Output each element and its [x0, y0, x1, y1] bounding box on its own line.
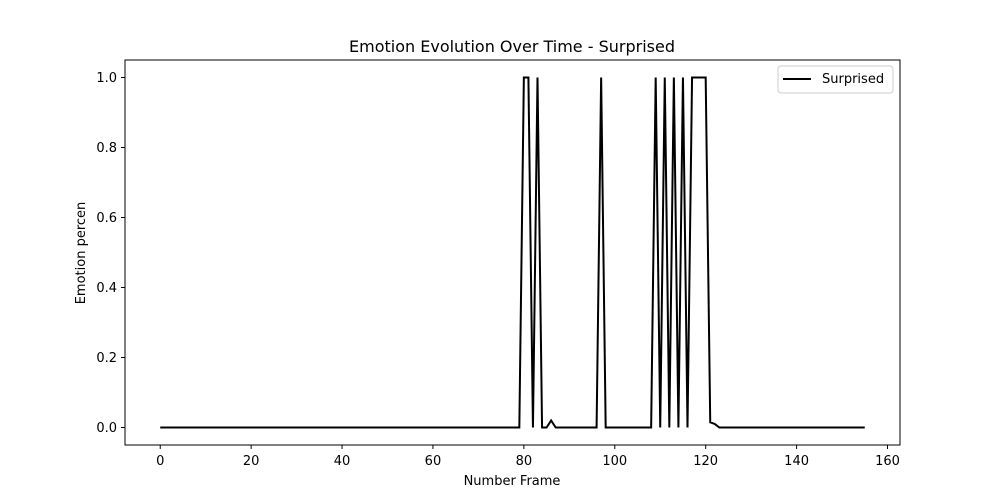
- series-layer: [160, 76, 865, 429]
- x-tick-label: 80: [516, 454, 533, 469]
- y-tick-label: 0.6: [96, 211, 117, 226]
- x-tick-label: 140: [784, 454, 809, 469]
- y-tick-label: 0.0: [96, 421, 117, 436]
- y-tick-label: 0.2: [96, 351, 117, 366]
- x-tick-label: 40: [334, 454, 351, 469]
- legend-label-surprised: Surprised: [822, 72, 884, 87]
- x-tick-label: 0: [156, 454, 164, 469]
- y-tick-label: 0.4: [96, 281, 117, 296]
- x-axis-ticks: 0 20 40 60 80 100 120 140 160: [156, 445, 900, 469]
- y-tick-label: 0.8: [96, 141, 117, 156]
- y-axis-label: Emotion percen: [74, 202, 89, 305]
- chart-title: Emotion Evolution Over Time - Surprised: [349, 37, 675, 56]
- x-tick-label: 160: [875, 454, 900, 469]
- y-axis-ticks: 0.0 0.2 0.4 0.6 0.8 1.0: [96, 71, 125, 436]
- series-line-surprised: [160, 76, 865, 429]
- y-tick-label: 1.0: [96, 71, 117, 86]
- x-axis-label: Number Frame: [464, 474, 561, 489]
- legend-box: [777, 65, 894, 94]
- plot-area: [125, 60, 900, 445]
- x-tick-label: 100: [602, 454, 627, 469]
- legend: Surprised: [777, 65, 894, 94]
- x-tick-label: 60: [425, 454, 442, 469]
- x-tick-label: 20: [243, 454, 260, 469]
- plot-frame: [124, 59, 901, 446]
- x-tick-label: 120: [693, 454, 718, 469]
